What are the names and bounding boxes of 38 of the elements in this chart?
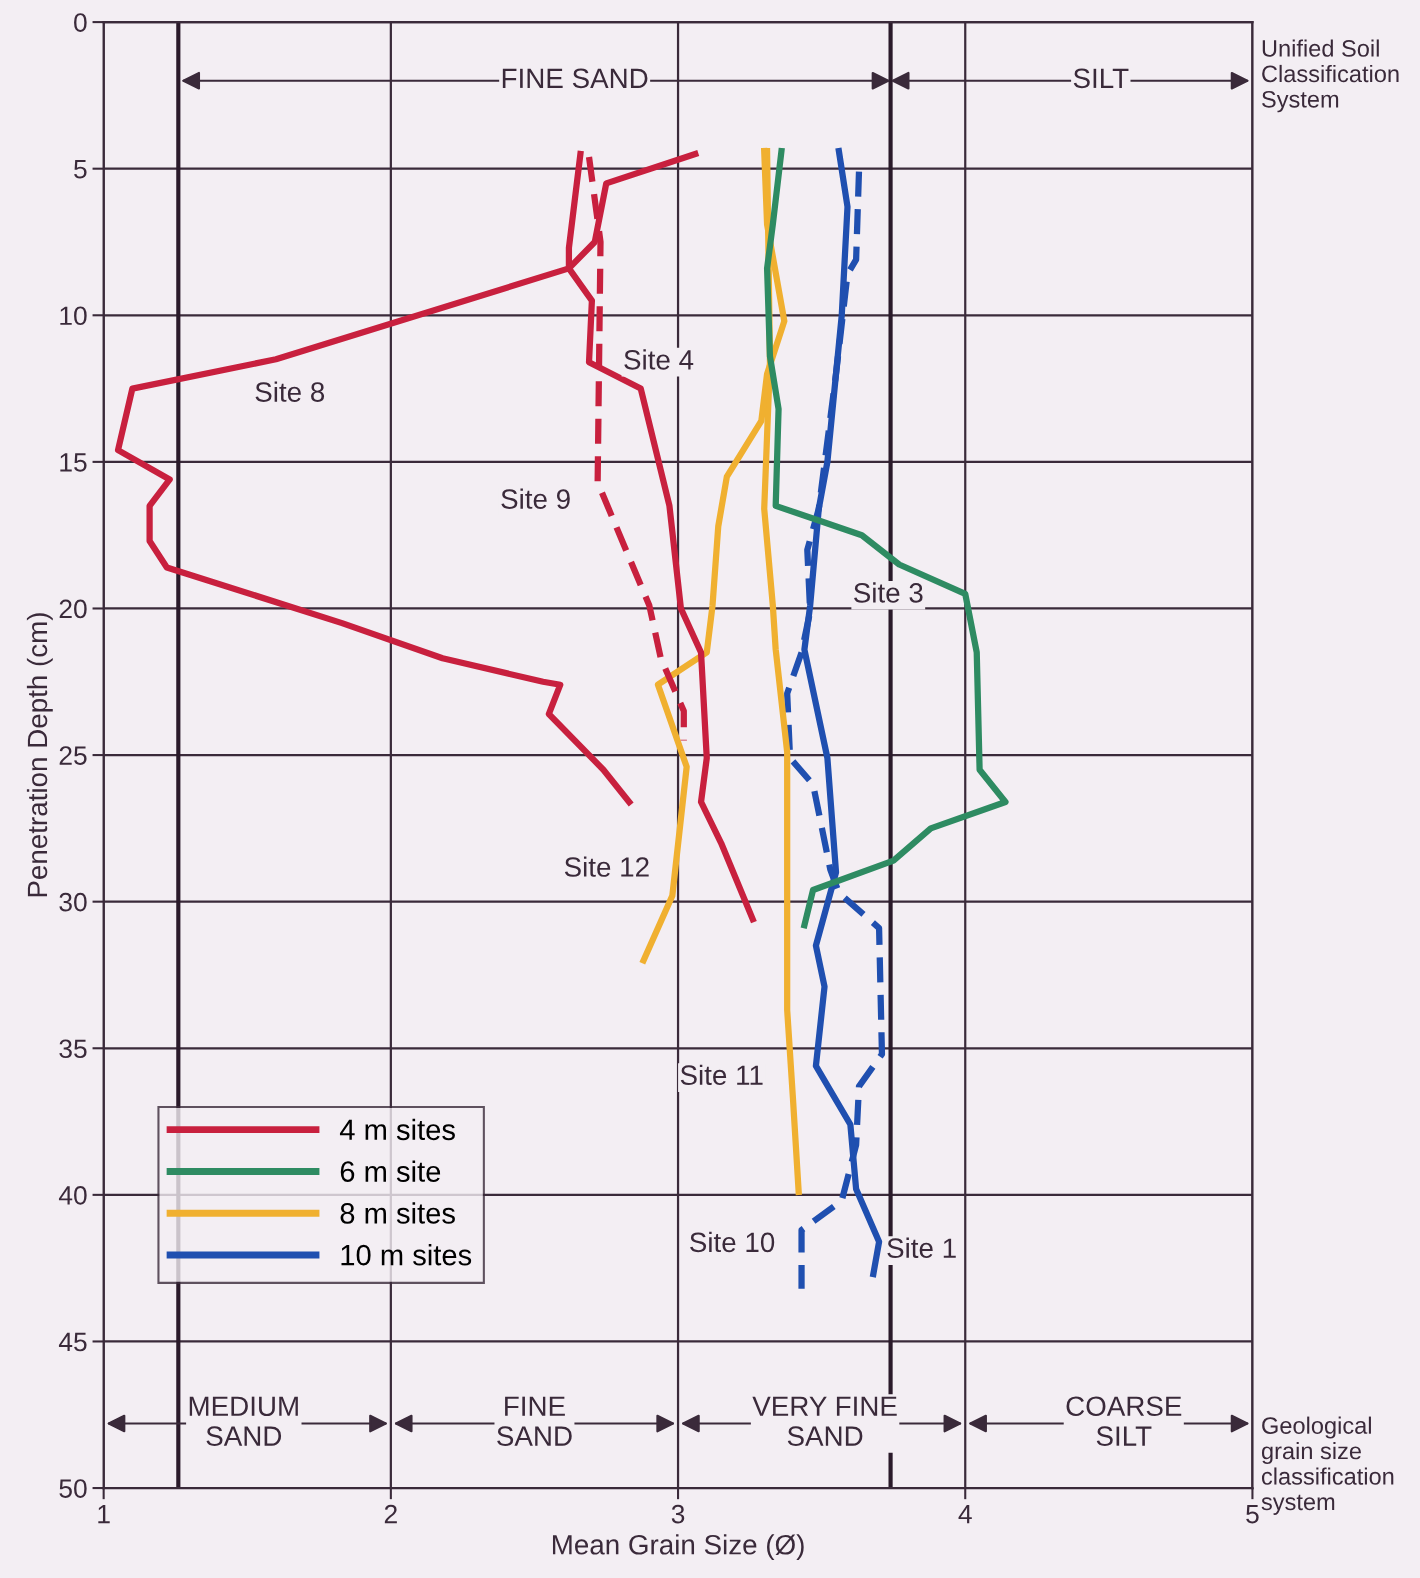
annotation: FINE SAND <box>497 1396 572 1446</box>
legend-label: 10 m sites <box>341 1244 472 1266</box>
x-tick-label: 2 <box>384 1504 397 1524</box>
y-tick-label: 25 <box>59 746 87 765</box>
legend-label: 8 m sites <box>340 1202 455 1224</box>
legend-label: 6 m site <box>340 1160 441 1182</box>
annotation: Site 9 <box>501 488 570 509</box>
x-tick-label: 4 <box>958 1505 972 1524</box>
x-axis-title: Mean Grain Size (Ø) <box>552 1534 804 1561</box>
annotation: VERY FINE SAND <box>752 1396 897 1446</box>
annotation: Site 1 <box>887 1237 956 1259</box>
text: Geological grain size classification system <box>1261 1416 1394 1515</box>
y-tick-label: 10 <box>60 306 87 326</box>
annotation: MEDIUM SAND <box>189 1396 298 1446</box>
y-tick-label: 15 <box>60 453 87 472</box>
annotation: COARSE SILT <box>1066 1396 1182 1446</box>
annotation: Site 8 <box>255 381 325 402</box>
y-tick-label: 35 <box>59 1039 87 1059</box>
annotation: Site 12 <box>564 856 649 877</box>
y-tick-label: 30 <box>59 892 87 912</box>
y-tick-label: 20 <box>59 599 87 619</box>
text: Unified Soil Classification System <box>1262 39 1399 113</box>
y-tick-label: 45 <box>58 1332 87 1352</box>
legend-label: 4 m sites <box>339 1118 455 1141</box>
annotation: Site 11 <box>680 1064 763 1086</box>
y-axis-title: Penetration Depth (cm) <box>26 613 53 897</box>
y-tick-label: 5 <box>74 160 87 179</box>
y-tick-label: 40 <box>58 1186 87 1205</box>
y-tick-label: 50 <box>59 1479 87 1498</box>
x-tick-label: 1 <box>98 1505 110 1524</box>
annotation: Site 4 <box>624 349 694 370</box>
x-tick-label: 3 <box>671 1504 685 1524</box>
annotation: SILT <box>1073 68 1129 89</box>
y-tick-label: 0 <box>74 13 87 32</box>
annotation: FINE SAND <box>502 68 648 89</box>
annotation: Site 10 <box>690 1231 775 1253</box>
annotation: Site 3 <box>854 582 923 603</box>
x-tick-label: 5 <box>1246 1505 1259 1524</box>
